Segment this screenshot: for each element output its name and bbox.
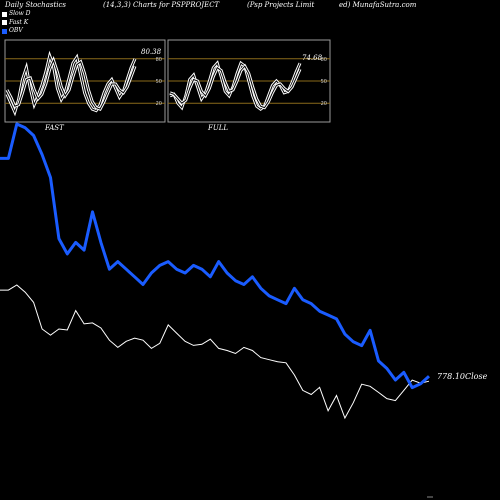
legend-swatch	[2, 11, 7, 17]
level-tick-label: 20	[321, 101, 327, 107]
fast-stochastic-panel: 20 50 80	[4, 39, 166, 123]
full-stochastic-panel: 20 50 80	[167, 39, 331, 123]
chart-title-site: ed) MunafaSutra.com	[339, 1, 417, 9]
close-price-label: 778.10Close	[437, 372, 488, 381]
legend-label: OBV	[9, 27, 23, 34]
full-last-value: 74.68	[302, 54, 323, 62]
legend-item-slow-d: Slow D	[2, 10, 31, 19]
fast-panel-title: FAST	[45, 124, 64, 132]
chart-title-left: Daily Stochastics	[5, 1, 67, 9]
chart-title-params: (14,3,3) Charts for PSPPROJECT	[103, 1, 220, 9]
legend-label: Fast K	[9, 18, 29, 26]
close-price-line	[0, 284, 430, 420]
full-panel-title: FULL	[208, 124, 229, 132]
legend-item-fast-k: Fast K	[2, 19, 31, 28]
legend: Slow D Fast K OBV	[2, 10, 31, 36]
level-tick-label: 80	[156, 57, 162, 63]
legend-label: Slow D	[9, 10, 31, 17]
level-tick-label: 50	[156, 79, 162, 85]
legend-item-obv: OBV	[2, 27, 31, 36]
obv-line	[0, 122, 431, 390]
legend-swatch	[2, 20, 7, 26]
level-tick-label: 20	[156, 101, 162, 107]
chart-title-company: (Psp Projects Limit	[247, 1, 315, 9]
fast-last-value: 80.38	[141, 48, 162, 56]
series-line-slow-d	[169, 65, 301, 109]
level-tick-label: 50	[321, 79, 327, 85]
series-line-slow-d	[6, 58, 136, 110]
level-tick-label: 80	[321, 57, 327, 63]
obv-price-plot	[0, 122, 433, 498]
legend-swatch	[2, 28, 7, 34]
